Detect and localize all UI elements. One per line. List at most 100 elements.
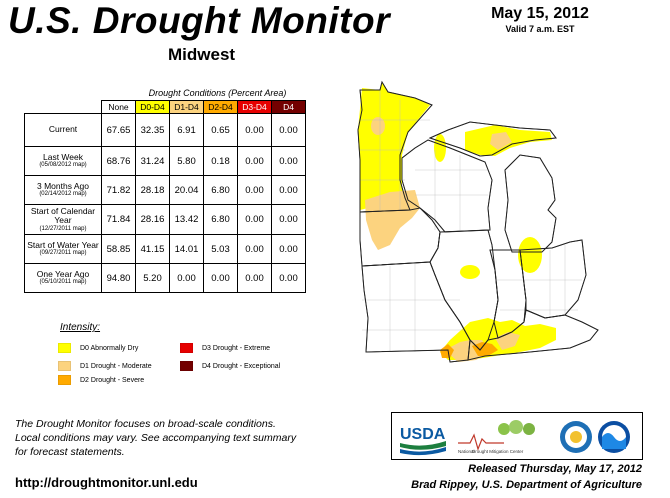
ndmc-tree-icon [498, 423, 510, 435]
county-grid-east [496, 245, 582, 315]
table-row: Current 67.65 32.35 6.91 0.65 0.00 0.00 [24, 113, 306, 147]
table-cell: 58.85 [101, 234, 136, 264]
table-cell: 0.00 [237, 175, 272, 205]
state-border-mi-lp [504, 154, 557, 253]
column-header: D4 [271, 100, 306, 114]
column-header: None [101, 100, 136, 114]
legend-swatch [180, 361, 193, 371]
table-cell: 32.35 [135, 113, 170, 147]
map-date: May 15, 2012 [491, 5, 589, 22]
d0-illinois-spot [460, 265, 480, 279]
table-corner [25, 101, 102, 114]
table-cell: 94.80 [101, 263, 136, 293]
row-label-date: (05/10/2011 map) [39, 279, 87, 286]
disclaimer-line: The Drought Monitor focuses on broad-sca… [15, 418, 276, 430]
county-grid-north [360, 90, 430, 210]
legend-item-d0: D0 Abnormally Dry [58, 343, 138, 353]
table-row: Last Week (05/08/2012 map) 68.76 31.24 5.80 0… [24, 146, 306, 176]
county-lines [360, 90, 582, 352]
table-cell: 0.00 [271, 234, 306, 264]
usda-swoosh-blue [400, 447, 446, 456]
table-cell: 0.00 [169, 263, 204, 293]
table-cell: 0.00 [203, 263, 238, 293]
table-cell: 0.00 [237, 113, 272, 147]
row-label: 3 Months Ago (02/14/2012 map) [24, 175, 102, 205]
table-cell: 0.65 [203, 113, 238, 147]
legend-swatch [180, 343, 193, 353]
ndmc-line2: Drought Mitigation Center [472, 449, 524, 454]
column-header: D0-D4 [135, 100, 170, 114]
table-cell: 0.00 [237, 204, 272, 235]
column-header: D1-D4 [169, 100, 204, 114]
table-cell: 0.00 [271, 113, 306, 147]
disclaimer-note: The Drought Monitor focuses on broad-sca… [15, 417, 296, 459]
table-cell: 6.80 [203, 204, 238, 235]
release-info: Released Thursday, May 17, 2012 [468, 463, 642, 475]
row-label-date: (05/08/2012 map) [39, 162, 87, 169]
d0-indiana-ohio-spot [518, 237, 542, 273]
table-cell: 5.20 [135, 263, 170, 293]
legend-label: D4 Drought - Exceptional [202, 362, 281, 370]
table-cell: 28.18 [135, 175, 170, 205]
midwest-drought-map [357, 80, 599, 363]
legend-item-d2: D2 Drought - Severe [58, 375, 144, 385]
valid-time: Valid 7 a.m. EST [505, 24, 575, 34]
county-grid-middle [415, 150, 488, 230]
table-cell: 41.15 [135, 234, 170, 264]
row-label: Current [24, 113, 102, 147]
legend-item-d1: D1 Drought - Moderate [58, 361, 152, 371]
ndmc-logo: National Drought Mitigation Center [458, 420, 535, 454]
row-label: Start of Calendar Year (12/27/2011 map) [24, 204, 102, 235]
legend-label: D0 Abnormally Dry [80, 344, 139, 352]
usda-logo: USDA [400, 426, 446, 456]
table-cell: 5.80 [169, 146, 204, 176]
table-row: Start of Calendar Year (12/27/2011 map) 71… [24, 204, 306, 235]
ndmc-line1: National [458, 449, 475, 454]
row-label: One Year Ago (05/10/2011 map) [24, 263, 102, 293]
drought-conditions-table: None D0-D4 D1-D4 D2-D4 D3-D4 D4 Current 6… [24, 100, 306, 293]
legend-swatch [58, 361, 71, 371]
usda-text: USDA [400, 426, 446, 443]
table-cell: 13.42 [169, 204, 204, 235]
agency-logos: USDA National Drought Mitigation Center [391, 412, 643, 460]
table-cell: 0.00 [237, 263, 272, 293]
table-cell: 0.00 [237, 146, 272, 176]
table-row: 3 Months Ago (02/14/2012 map) 71.82 28.18 20… [24, 175, 306, 205]
d0-wisconsin-spot [434, 134, 446, 162]
website-url[interactable]: http://droughtmonitor.unl.edu [15, 475, 198, 490]
ndmc-signal-line [458, 433, 504, 451]
row-label-date: (02/14/2012 map) [39, 191, 87, 198]
ndmc-tree-icon [523, 423, 535, 435]
table-cell: 68.76 [101, 146, 136, 176]
noaa-logo-icon [598, 421, 630, 453]
state-border-mn [357, 80, 433, 213]
table-cell: 0.00 [271, 175, 306, 205]
table-caption: Drought Conditions (Percent Area) [148, 88, 287, 98]
d1-upper-michigan [490, 132, 512, 150]
table-cell: 0.18 [203, 146, 238, 176]
legend-title: Intensity: [60, 322, 101, 333]
region-name: Midwest [168, 45, 236, 64]
legend-item-d3: D3 Drought - Extreme [180, 343, 270, 353]
map-title: U.S. Drought Monitor [8, 0, 390, 41]
row-label-date: (09/27/2011 map) [39, 250, 87, 257]
row-label-text: Start of Water Year [27, 240, 99, 251]
table-header-row: None D0-D4 D1-D4 D2-D4 D3-D4 D4 [25, 100, 306, 114]
state-borders [357, 80, 599, 363]
table-cell: 5.03 [203, 234, 238, 264]
author-info: Brad Rippey, U.S. Department of Agricult… [411, 479, 642, 491]
legend-label: D3 Drought - Extreme [202, 344, 271, 352]
d2-missouri-bootheel [440, 344, 454, 358]
table-cell: 14.01 [169, 234, 204, 264]
table-cell: 20.04 [169, 175, 204, 205]
table-cell: 6.91 [169, 113, 204, 147]
legend-swatch [58, 375, 71, 385]
disclaimer-line: for forecast statements. [15, 446, 125, 458]
table-cell: 0.00 [237, 234, 272, 264]
column-header: D3-D4 [237, 100, 272, 114]
column-header: D2-D4 [203, 100, 238, 114]
table-row: One Year Ago (05/10/2011 map) 94.80 5.20 0.0… [24, 263, 306, 293]
table-cell: 0.00 [271, 263, 306, 293]
legend-item-d4: D4 Drought - Exceptional [180, 361, 280, 371]
table-cell: 67.65 [101, 113, 136, 147]
